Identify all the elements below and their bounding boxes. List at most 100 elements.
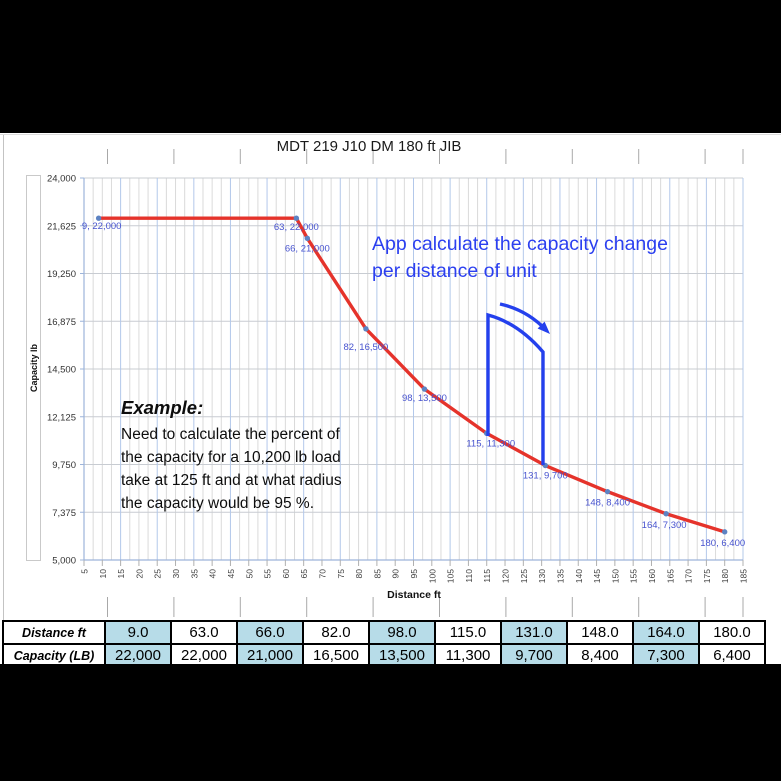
svg-text:105: 105 <box>446 569 456 583</box>
capacity-change-bracket <box>486 302 550 465</box>
annotation-line-1: App calculate the capacity change <box>372 233 668 255</box>
chart-title: MDT 219 J10 DM 180 ft JIB <box>276 138 462 155</box>
example-note: Example: Need to calculate the percent o… <box>121 397 342 515</box>
svg-text:9, 22,000: 9, 22,000 <box>82 221 122 232</box>
value-cell: 82.0 <box>302 620 370 645</box>
svg-text:15: 15 <box>116 569 126 579</box>
svg-text:130: 130 <box>537 569 547 583</box>
value-cell: 164.0 <box>632 620 700 645</box>
chart-gridlines <box>83 177 744 561</box>
svg-text:16,875: 16,875 <box>47 317 76 328</box>
svg-text:65: 65 <box>299 569 309 579</box>
svg-text:165: 165 <box>665 569 675 583</box>
svg-text:70: 70 <box>317 569 327 579</box>
example-line: the capacity would be 95 %. <box>121 495 315 512</box>
value-cell: 16,500 <box>302 643 370 668</box>
capacity-table: Distance ft 9.0 63.0 66.0 82.0 98.0 115.0 131.0… <box>2 620 766 668</box>
value-cell: 11,300 <box>434 643 502 668</box>
value-cell: 63.0 <box>170 620 238 645</box>
svg-text:170: 170 <box>684 569 694 583</box>
svg-text:60: 60 <box>281 569 291 579</box>
svg-text:95: 95 <box>409 569 419 579</box>
svg-text:164, 7,300: 164, 7,300 <box>642 520 687 531</box>
y-axis-tick-labels: 5,000 7,375 9,750 12,125 14,500 16,875 19,250 2… <box>47 174 76 567</box>
value-cell: 98.0 <box>368 620 436 645</box>
annotation-line-2: per distance of unit <box>372 260 537 282</box>
value-cell: 9,700 <box>500 643 568 668</box>
svg-text:20: 20 <box>134 569 144 579</box>
svg-text:63, 22,000: 63, 22,000 <box>274 222 319 233</box>
value-cell: 13,500 <box>368 643 436 668</box>
example-heading: Example: <box>121 397 204 418</box>
svg-text:110: 110 <box>464 569 474 583</box>
example-line: Need to calculate the percent of <box>121 426 340 443</box>
value-cell: 7,300 <box>632 643 700 668</box>
svg-text:175: 175 <box>702 569 712 583</box>
svg-text:35: 35 <box>189 569 199 579</box>
svg-text:98, 13,500: 98, 13,500 <box>402 393 447 404</box>
svg-text:80: 80 <box>354 569 364 579</box>
svg-text:9,750: 9,750 <box>52 460 76 471</box>
document-grid-artifacts <box>0 134 781 663</box>
svg-text:155: 155 <box>629 569 639 583</box>
capacity-distance-chart: 5 10 15 20 25 30 35 40 45 50 55 60 65 70 75 80 85 90 95 100… <box>0 134 781 663</box>
svg-text:180, 6,400: 180, 6,400 <box>700 538 745 549</box>
distance-row: Distance ft 9.0 63.0 66.0 82.0 98.0 115.0 131.0… <box>2 620 766 645</box>
value-cell: 21,000 <box>236 643 304 668</box>
capacity-series-line <box>96 216 727 534</box>
svg-text:90: 90 <box>391 569 401 579</box>
svg-text:125: 125 <box>519 569 529 583</box>
value-cell: 66.0 <box>236 620 304 645</box>
svg-text:140: 140 <box>574 569 584 583</box>
value-cell: 131.0 <box>500 620 568 645</box>
svg-text:120: 120 <box>501 569 511 583</box>
svg-text:150: 150 <box>610 569 620 583</box>
capacity-change-annotation: App calculate the capacity change per di… <box>372 231 668 285</box>
value-cell: 6,400 <box>698 643 766 668</box>
value-cell: 180.0 <box>698 620 766 645</box>
svg-text:50: 50 <box>244 569 254 579</box>
value-cell: 148.0 <box>566 620 634 645</box>
svg-text:185: 185 <box>739 569 749 583</box>
svg-text:40: 40 <box>208 569 218 579</box>
row-header: Distance ft <box>2 620 106 645</box>
chart-axes <box>80 177 744 566</box>
document-area: 5 10 15 20 25 30 35 40 45 50 55 60 65 70 75 80 85 90 95 100… <box>0 133 781 668</box>
svg-text:45: 45 <box>226 569 236 579</box>
svg-text:145: 145 <box>592 569 602 583</box>
example-line: take at 125 ft and at what radius <box>121 472 342 489</box>
svg-text:148, 8,400: 148, 8,400 <box>585 498 630 509</box>
x-axis-title: Distance ft <box>387 589 441 601</box>
svg-text:14,500: 14,500 <box>47 365 76 376</box>
svg-text:55: 55 <box>263 569 273 579</box>
y-axis-title-text: Capacity lb <box>28 343 39 393</box>
data-point-labels: 9, 22,000 63, 22,000 66, 21,000 82, 16,500 9… <box>82 221 745 549</box>
svg-text:5: 5 <box>80 569 90 574</box>
value-cell: 8,400 <box>566 643 634 668</box>
example-line: the capacity for a 10,200 lb load <box>121 449 341 466</box>
svg-text:10: 10 <box>98 569 108 579</box>
svg-text:7,375: 7,375 <box>52 508 76 519</box>
svg-text:12,125: 12,125 <box>47 412 76 423</box>
svg-text:66, 21,000: 66, 21,000 <box>285 243 330 254</box>
value-cell: 9.0 <box>104 620 172 645</box>
svg-text:19,250: 19,250 <box>47 269 76 280</box>
svg-text:85: 85 <box>372 569 382 579</box>
x-axis-tick-labels: 5 10 15 20 25 30 35 40 45 50 55 60 65 70 75 80 85 90 95 100… <box>80 569 749 583</box>
svg-text:82, 16,500: 82, 16,500 <box>343 342 388 353</box>
svg-text:135: 135 <box>555 569 565 583</box>
svg-text:25: 25 <box>153 569 163 579</box>
svg-text:21,625: 21,625 <box>47 221 76 232</box>
value-cell: 22,000 <box>104 643 172 668</box>
svg-text:100: 100 <box>427 569 437 583</box>
example-body: Need to calculate the percent of the capa… <box>121 423 342 515</box>
svg-text:5,000: 5,000 <box>52 556 76 567</box>
svg-text:131, 9,700: 131, 9,700 <box>523 471 568 482</box>
svg-text:75: 75 <box>336 569 346 579</box>
top-letterbox <box>0 0 781 133</box>
svg-text:180: 180 <box>720 569 730 583</box>
svg-text:30: 30 <box>171 569 181 579</box>
bottom-letterbox <box>0 664 781 781</box>
y-axis-title: Capacity lb <box>26 175 41 561</box>
